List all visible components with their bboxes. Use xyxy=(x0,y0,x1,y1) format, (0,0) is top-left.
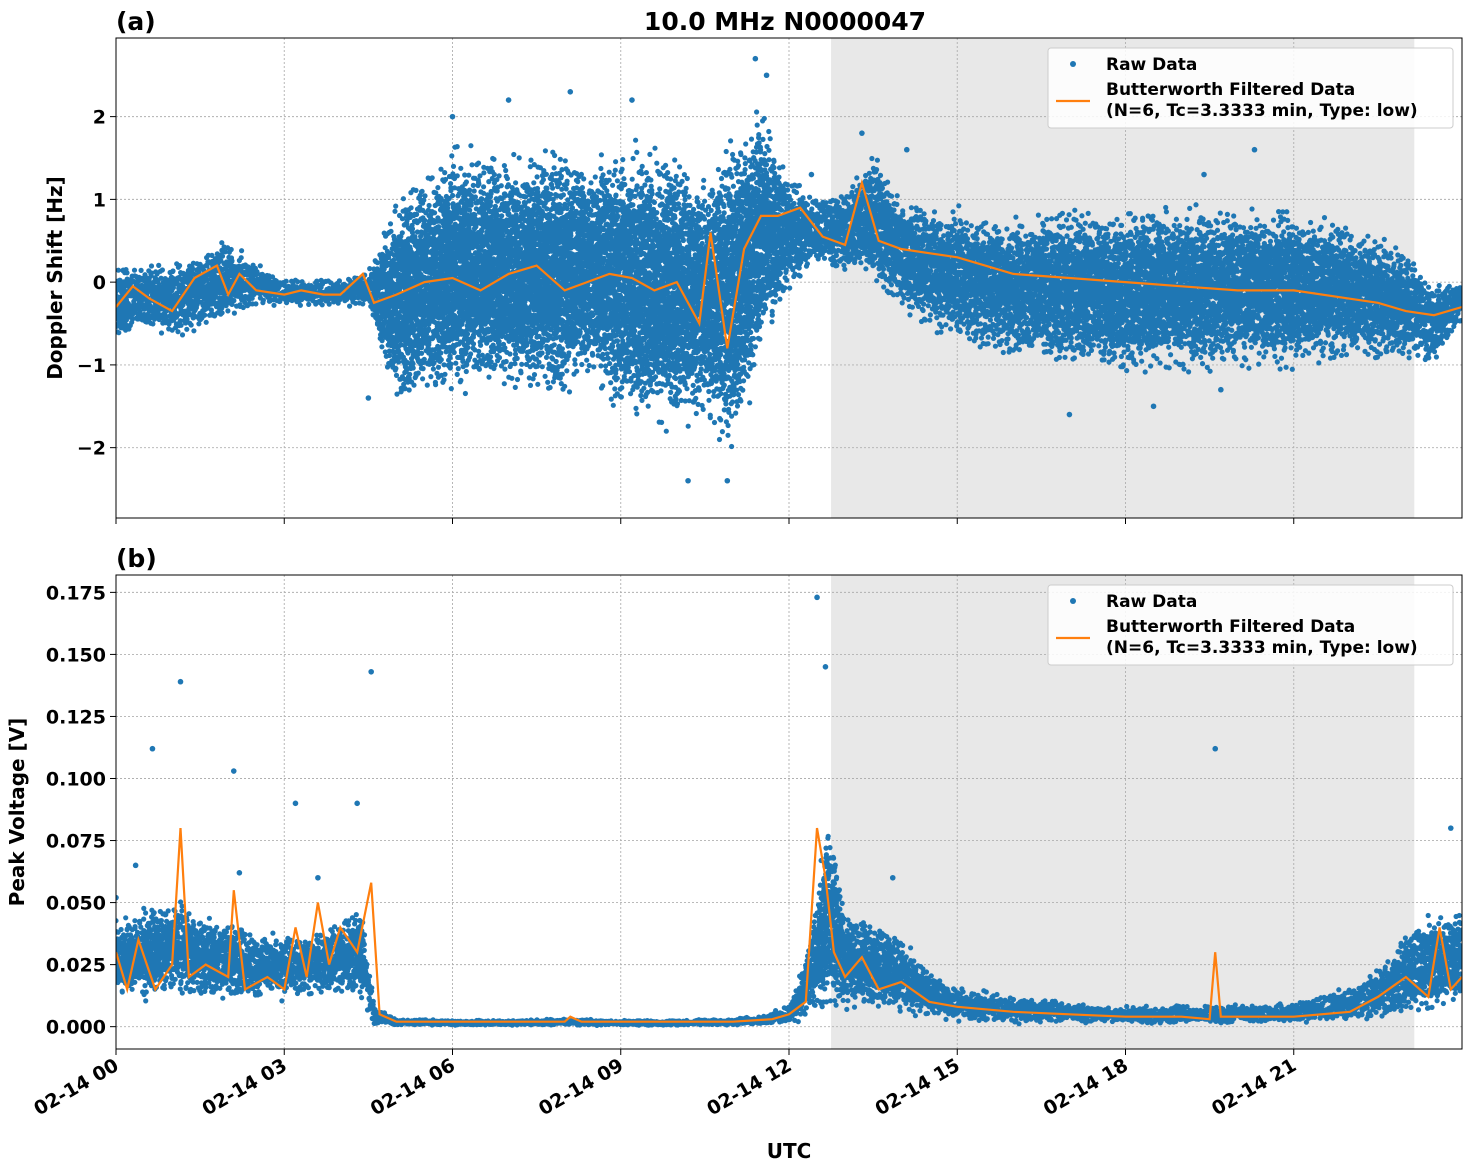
y-tick-label: 0.175 xyxy=(46,582,106,604)
y-tick-label: 0.150 xyxy=(46,644,106,666)
x-tick-label: 02-14 06 xyxy=(367,1054,459,1120)
legend-raw-marker xyxy=(1070,61,1076,67)
panel-label: (a) xyxy=(116,7,156,36)
raw-data-point xyxy=(368,669,374,675)
raw-data-point xyxy=(629,97,635,103)
raw-data-point xyxy=(237,870,243,876)
raw-data-point xyxy=(506,97,512,103)
y-axis-label: Peak Voltage [V] xyxy=(5,718,29,907)
legend-raw-marker xyxy=(1070,598,1076,604)
y-tick-label: 0.100 xyxy=(46,768,106,790)
raw-data-point xyxy=(1201,172,1207,178)
raw-data-point xyxy=(890,875,896,881)
figure-title: 10.0 MHz N0000047 xyxy=(644,7,926,36)
y-tick-label: 0.125 xyxy=(46,706,106,728)
legend: Raw Data Butterworth Filtered Data(N=6, T… xyxy=(1048,48,1453,128)
y-tick-label: −1 xyxy=(77,355,106,377)
y-tick-label: 1 xyxy=(93,189,106,211)
raw-data-point xyxy=(1252,147,1258,153)
y-tick-label: −2 xyxy=(77,438,106,460)
x-tick-label: 02-14 09 xyxy=(535,1054,627,1120)
raw-data-point xyxy=(366,395,372,401)
raw-data-point xyxy=(133,863,139,869)
panel-label: (b) xyxy=(116,544,157,573)
legend-raw-label: Raw Data xyxy=(1106,592,1197,612)
raw-data-point xyxy=(859,130,865,136)
x-tick-label: 02-14 21 xyxy=(1208,1054,1300,1120)
raw-data-point xyxy=(725,478,731,484)
legend-filtered-label: Butterworth Filtered Data xyxy=(1106,617,1355,637)
y-tick-label: 0.075 xyxy=(46,831,106,853)
raw-data-point xyxy=(823,664,829,670)
raw-data-point xyxy=(753,56,759,62)
x-axis-label: UTC xyxy=(767,1139,812,1163)
legend-filtered-params: (N=6, Tc=3.3333 min, Type: low) xyxy=(1106,638,1418,658)
y-tick-label: 0.000 xyxy=(46,1017,106,1039)
x-tick-label: 02-14 00 xyxy=(30,1054,122,1120)
raw-data-point xyxy=(685,478,691,484)
raw-data-point xyxy=(354,801,360,807)
raw-data-point xyxy=(150,746,156,752)
y-tick-label: 0.025 xyxy=(46,955,106,977)
y-tick-label: 0 xyxy=(93,272,106,294)
raw-data-point xyxy=(809,172,815,178)
raw-data-point xyxy=(1067,412,1073,418)
x-tick-label: 02-14 18 xyxy=(1040,1054,1132,1120)
panel-voltage: 02-14 00 02-14 03 02-14 06 02-14 09 02-14 12… xyxy=(5,544,1464,1120)
x-tick-label: 02-14 03 xyxy=(198,1054,290,1120)
raw-data-point xyxy=(178,679,184,685)
raw-data-point xyxy=(293,801,299,807)
y-axis-label: Doppler Shift [Hz] xyxy=(43,176,67,380)
x-tick-label: 02-14 15 xyxy=(871,1054,963,1120)
raw-data-point xyxy=(1212,746,1218,752)
raw-data-point xyxy=(814,595,820,601)
panel-doppler: −2 −1 0 1 2 (a) Doppler Shift [Hz] Raw Data Butt… xyxy=(43,7,1464,524)
raw-data-point xyxy=(1448,825,1454,831)
legend-filtered-params: (N=6, Tc=3.3333 min, Type: low) xyxy=(1106,101,1418,121)
legend-filtered-label: Butterworth Filtered Data xyxy=(1106,80,1355,100)
y-tick-label: 2 xyxy=(93,107,106,129)
legend: Raw Data Butterworth Filtered Data(N=6, T… xyxy=(1048,585,1453,665)
raw-data-point xyxy=(231,768,237,774)
raw-data-point xyxy=(1218,387,1224,393)
y-tick-label: 0.050 xyxy=(46,893,106,915)
raw-data-point xyxy=(315,875,321,881)
raw-data-point xyxy=(1151,403,1157,409)
x-tick-label: 02-14 12 xyxy=(703,1054,795,1120)
raw-data-point xyxy=(764,72,770,78)
legend-raw-label: Raw Data xyxy=(1106,55,1197,75)
raw-data-point xyxy=(450,114,456,120)
raw-data-point xyxy=(567,89,573,95)
raw-data-point xyxy=(904,147,910,153)
